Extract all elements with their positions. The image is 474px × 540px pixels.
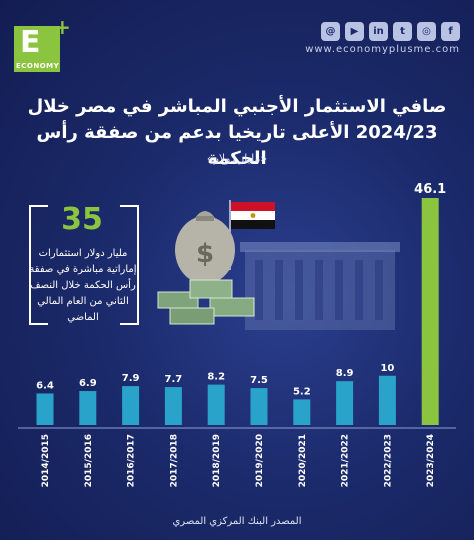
bar-2019/2020: [250, 388, 268, 425]
value-label: 46.1: [414, 182, 446, 197]
value-label: 7.7: [165, 374, 183, 385]
bar-2023/2024: [421, 198, 439, 425]
bar-2022/2023: [378, 375, 396, 425]
logo-word: ECONOMY: [16, 62, 60, 70]
x-tick-label: 2020/2021: [298, 434, 308, 487]
x-tick-label: 2021/2022: [341, 434, 351, 487]
x-tick-label: 2014/2015: [41, 434, 51, 487]
value-label: 7.9: [122, 373, 140, 384]
x-tick-label: 2023/2024: [426, 434, 436, 487]
logo-box: [14, 26, 60, 72]
economy-plus-logo[interactable]: E + ECONOMY: [14, 15, 71, 76]
value-label: 10: [380, 363, 394, 374]
value-labels-group: 6.4 6.9 7.9 7.7 8.2 7.5 5.2 8.9 10 46.1: [36, 182, 446, 397]
value-label: 6.9: [79, 378, 97, 389]
callout-text: مليار دولار استثمارات إماراتية مباشرة في…: [29, 248, 137, 323]
instagram-icon[interactable]: ◎: [417, 22, 436, 41]
bar-2021/2022: [336, 381, 354, 425]
bar-2016/2017: [122, 386, 140, 425]
chart-title: صافي الاستثمار الأجنبي المباشر في مصر خل…: [27, 96, 447, 169]
callout-frame: [29, 205, 139, 325]
source-note: المصدر البنك المركزي المصري: [172, 516, 302, 527]
callout-bracket-left: [29, 205, 48, 325]
value-label: 7.5: [250, 375, 268, 386]
money-bag-icon: $: [175, 211, 235, 284]
chart-unit: «مليار دولار»: [206, 152, 268, 165]
x-tick-label: 2017/2018: [169, 434, 179, 487]
bar-2015/2016: [79, 391, 97, 425]
svg-text:$: $: [196, 239, 214, 269]
value-label: 6.4: [36, 380, 54, 391]
callout-value: 35: [61, 202, 103, 237]
bar-2014/2015: [36, 393, 54, 425]
social-links: f ◎ t in ▶ @: [321, 22, 460, 41]
x-tick-label: 2019/2020: [255, 434, 265, 487]
callout-bracket-right: [120, 205, 139, 325]
cash-stacks-icon: [157, 279, 255, 325]
youtube-icon[interactable]: ▶: [345, 22, 364, 41]
x-tick-label: 2018/2019: [212, 434, 222, 487]
value-label: 8.9: [336, 368, 354, 379]
x-tick-label: 2015/2016: [84, 434, 94, 487]
twitter-icon[interactable]: t: [393, 22, 412, 41]
logo-letter: E: [20, 25, 41, 60]
linkedin-icon[interactable]: in: [369, 22, 388, 41]
logo-plus: +: [54, 15, 71, 39]
bar-2020/2021: [293, 399, 311, 425]
value-label: 8.2: [207, 372, 225, 383]
central-bank-building-illustration: [240, 242, 400, 330]
facebook-icon[interactable]: f: [441, 22, 460, 41]
value-label: 5.2: [293, 386, 311, 397]
website-link[interactable]: www.economyplusme.com: [305, 44, 460, 55]
x-tick-label: 2016/2017: [127, 434, 137, 487]
bar-2017/2018: [164, 387, 182, 425]
threads-icon[interactable]: @: [321, 22, 340, 41]
illustration: $: [157, 200, 400, 330]
bars-group: [36, 198, 439, 425]
x-tick-label: 2022/2023: [383, 434, 393, 487]
x-tick-labels-group: 2014/2015 2015/2016 2016/2017 2017/2018 2018…: [41, 434, 436, 487]
bar-2018/2019: [207, 384, 225, 425]
